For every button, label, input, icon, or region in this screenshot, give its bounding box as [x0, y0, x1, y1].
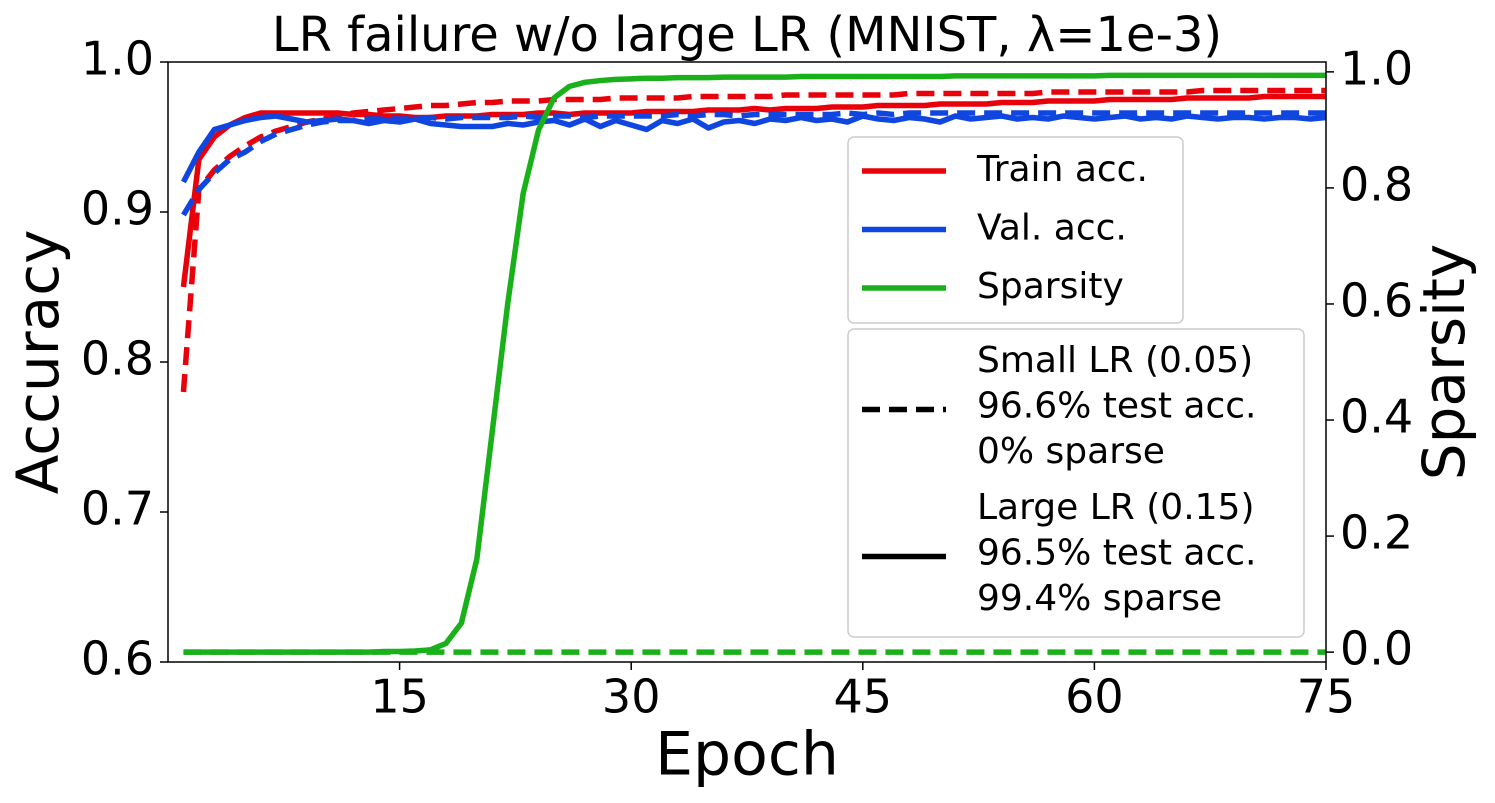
y2-tick-label: 0.0 — [1340, 622, 1413, 676]
series-line — [180, 87, 1326, 393]
series-line — [183, 72, 1326, 655]
style-legend-label: Large LR (0.15) — [977, 487, 1255, 528]
y-tick-label: 0.6 — [81, 632, 154, 686]
y-tick-label: 0.7 — [81, 482, 154, 536]
style-legend-box — [847, 328, 1305, 638]
y2-axis-label: Sparsity — [1410, 244, 1478, 480]
style-legend-label: 96.5% test acc. — [977, 533, 1256, 574]
x-tick-label: 60 — [1065, 670, 1124, 724]
y2-tick-label: 0.4 — [1340, 390, 1413, 444]
y2-tick-label: 0.8 — [1340, 157, 1413, 211]
x-tick-label: 75 — [1297, 670, 1356, 724]
chart-title: LR failure w/o large LR (MNIST, λ=1e-3) — [272, 7, 1222, 63]
y-tick-label: 1.0 — [81, 32, 154, 86]
style-legend-label: 99.4% sparse — [977, 578, 1222, 619]
x-tick-label: 30 — [602, 670, 661, 724]
plot-lines — [180, 72, 1326, 655]
y2-tick-label: 1.0 — [1340, 41, 1413, 95]
series-line — [180, 113, 1326, 184]
style-legend-label: 96.6% test acc. — [977, 386, 1256, 427]
x-axis-label: Epoch — [655, 720, 839, 790]
legend-box — [847, 136, 1184, 324]
legend-label: Val. acc. — [977, 208, 1127, 249]
series-line — [181, 110, 1326, 217]
y-axis-label: Accuracy — [4, 230, 72, 495]
series-line — [180, 93, 1326, 288]
y-tick-label: 0.8 — [81, 332, 154, 386]
y-tick-label: 0.9 — [81, 182, 154, 236]
x-tick-label: 15 — [370, 670, 429, 724]
style-legend-label: 0% sparse — [977, 431, 1165, 472]
x-tick-label: 45 — [834, 670, 893, 724]
y2-tick-label: 0.6 — [1340, 273, 1413, 327]
style-legend-label: Small LR (0.05) — [977, 340, 1253, 381]
legend-label: Sparsity — [977, 266, 1124, 307]
legend-label: Train acc. — [976, 149, 1148, 190]
y2-tick-label: 0.2 — [1340, 506, 1413, 560]
